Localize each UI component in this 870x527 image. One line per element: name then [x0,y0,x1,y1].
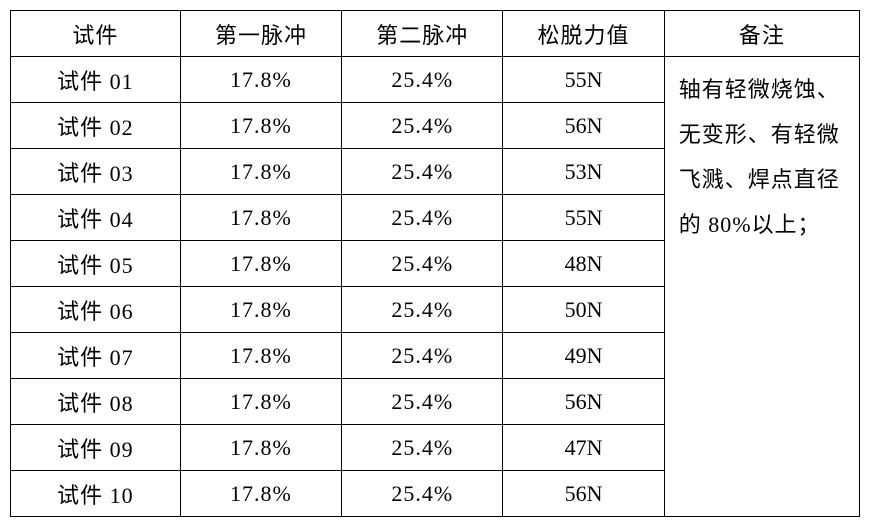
cell-pulse1: 17.8% [180,471,341,517]
cell-force: 56N [503,379,664,425]
cell-pulse2: 25.4% [342,241,503,287]
cell-specimen: 试件 06 [11,287,181,333]
cell-force: 47N [503,425,664,471]
test-results-table-container: 试件 第一脉冲 第二脉冲 松脱力值 备注 试件 01 17.8% 25.4% 5… [10,10,860,517]
cell-specimen: 试件 01 [11,57,181,103]
cell-pulse1: 17.8% [180,425,341,471]
cell-pulse2: 25.4% [342,149,503,195]
cell-pulse1: 17.8% [180,379,341,425]
cell-pulse2: 25.4% [342,57,503,103]
cell-pulse2: 25.4% [342,425,503,471]
cell-pulse2: 25.4% [342,379,503,425]
cell-specimen: 试件 03 [11,149,181,195]
table-row: 试件 01 17.8% 25.4% 55N 轴有轻微烧蚀、无变形、有轻微飞溅、焊… [11,57,860,103]
cell-specimen: 试件 09 [11,425,181,471]
col-header-pulse2: 第二脉冲 [342,11,503,57]
cell-force: 56N [503,103,664,149]
cell-force: 55N [503,57,664,103]
cell-pulse1: 17.8% [180,241,341,287]
cell-force: 56N [503,471,664,517]
cell-pulse2: 25.4% [342,195,503,241]
cell-specimen: 试件 05 [11,241,181,287]
cell-specimen: 试件 04 [11,195,181,241]
table-header-row: 试件 第一脉冲 第二脉冲 松脱力值 备注 [11,11,860,57]
cell-specimen: 试件 02 [11,103,181,149]
cell-pulse1: 17.8% [180,149,341,195]
cell-pulse2: 25.4% [342,103,503,149]
cell-force: 53N [503,149,664,195]
col-header-remark: 备注 [664,11,859,57]
cell-pulse1: 17.8% [180,333,341,379]
cell-specimen: 试件 08 [11,379,181,425]
cell-force: 50N [503,287,664,333]
cell-pulse1: 17.8% [180,57,341,103]
cell-force: 48N [503,241,664,287]
cell-pulse2: 25.4% [342,287,503,333]
cell-pulse1: 17.8% [180,103,341,149]
cell-specimen: 试件 10 [11,471,181,517]
test-results-table: 试件 第一脉冲 第二脉冲 松脱力值 备注 试件 01 17.8% 25.4% 5… [10,10,860,517]
col-header-pulse1: 第一脉冲 [180,11,341,57]
cell-remark: 轴有轻微烧蚀、无变形、有轻微飞溅、焊点直径的 80%以上； [664,57,859,517]
col-header-specimen: 试件 [11,11,181,57]
cell-force: 49N [503,333,664,379]
cell-pulse2: 25.4% [342,471,503,517]
cell-pulse1: 17.8% [180,195,341,241]
cell-force: 55N [503,195,664,241]
cell-specimen: 试件 07 [11,333,181,379]
cell-pulse1: 17.8% [180,287,341,333]
cell-pulse2: 25.4% [342,333,503,379]
col-header-force: 松脱力值 [503,11,664,57]
